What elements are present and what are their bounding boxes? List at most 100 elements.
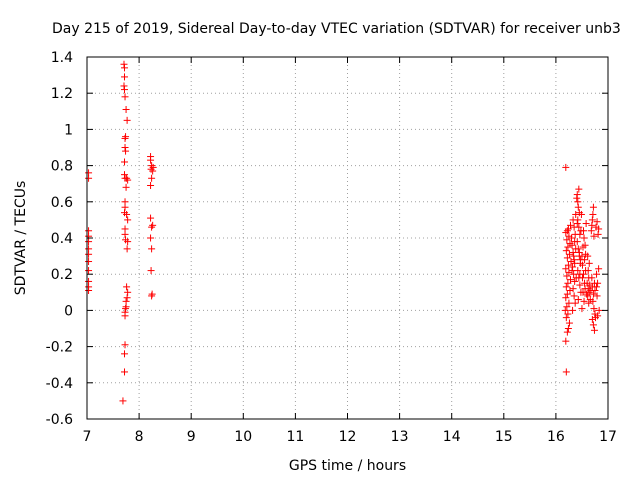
data-point — [565, 299, 573, 307]
y-tick-label: 0.8 — [51, 159, 73, 175]
y-tick-label: 0.4 — [51, 231, 73, 247]
data-point — [589, 203, 597, 211]
data-point — [574, 296, 582, 304]
data-point — [564, 279, 572, 287]
data-point — [571, 299, 579, 307]
data-point — [568, 241, 576, 249]
data-point — [563, 328, 571, 336]
data-point — [562, 368, 570, 376]
data-point — [569, 248, 577, 256]
data-point — [564, 261, 572, 269]
data-point — [121, 134, 129, 142]
data-point — [584, 252, 592, 260]
data-point — [567, 258, 575, 266]
data-point — [581, 256, 589, 264]
data-point — [120, 60, 128, 68]
data-point — [582, 220, 590, 228]
x-tick-label: 14 — [443, 429, 461, 445]
data-point — [585, 259, 593, 267]
data-point — [121, 64, 129, 72]
data-point — [563, 227, 571, 235]
data-point — [584, 267, 592, 275]
data-point — [590, 232, 598, 240]
data-point — [147, 156, 155, 164]
y-tick-label: 0.6 — [51, 195, 73, 211]
data-point — [123, 283, 131, 291]
data-point — [122, 183, 130, 191]
data-point — [585, 299, 593, 307]
data-point — [565, 319, 573, 327]
data-point — [578, 261, 586, 269]
y-axis-label: SDTVAR / TECUs — [13, 181, 29, 296]
data-point — [122, 133, 130, 141]
data-point — [148, 174, 156, 182]
data-point — [85, 174, 93, 182]
data-point — [564, 243, 572, 251]
data-point — [121, 86, 129, 94]
data-point — [595, 225, 603, 233]
data-point — [570, 256, 578, 264]
data-point — [579, 288, 587, 296]
data-point — [576, 230, 584, 238]
data-point — [584, 292, 592, 300]
data-point — [149, 167, 157, 175]
data-point — [594, 312, 602, 320]
data-point — [122, 105, 130, 113]
data-point — [85, 267, 93, 275]
data-point — [563, 290, 571, 298]
data-points — [85, 60, 603, 405]
data-point — [589, 210, 597, 218]
data-point — [147, 234, 155, 242]
data-point — [566, 286, 574, 294]
data-point — [565, 250, 573, 258]
x-tick-label: 17 — [599, 429, 617, 445]
data-point — [570, 270, 578, 278]
data-point — [568, 234, 576, 242]
data-point — [595, 306, 603, 314]
y-tick-label: -0.6 — [46, 412, 73, 428]
data-point — [122, 147, 130, 155]
data-point — [561, 306, 569, 314]
data-point — [574, 267, 582, 275]
x-axis-label: GPS time / hours — [289, 458, 406, 474]
x-tick-label: 11 — [286, 429, 304, 445]
data-point — [580, 227, 588, 235]
data-point — [578, 274, 586, 282]
data-point — [124, 288, 132, 296]
data-point — [121, 203, 129, 211]
data-point — [148, 223, 156, 231]
data-point — [562, 163, 570, 171]
data-point — [569, 285, 577, 293]
data-point — [562, 283, 570, 291]
data-point — [121, 93, 129, 101]
data-point — [589, 321, 597, 329]
data-point — [121, 73, 129, 81]
data-point — [121, 312, 129, 320]
data-point — [148, 162, 156, 170]
x-tick-label: 7 — [83, 429, 92, 445]
data-point — [573, 194, 581, 202]
data-point — [121, 350, 129, 358]
y-tick-label: 1 — [64, 122, 73, 138]
data-point — [575, 185, 583, 193]
data-point — [589, 290, 597, 298]
x-tick-label: 10 — [234, 429, 252, 445]
y-tick-label: 0.2 — [51, 267, 73, 283]
plot-border — [86, 56, 609, 420]
data-point — [85, 286, 93, 294]
chart-title: Day 215 of 2019, Sidereal Day-to-day VTE… — [52, 21, 621, 37]
grid-lines — [87, 57, 608, 419]
data-point — [580, 234, 588, 242]
data-point — [123, 210, 131, 218]
data-point — [591, 286, 599, 294]
data-point — [149, 221, 157, 229]
data-point — [564, 325, 572, 332]
data-point — [121, 144, 129, 151]
data-point — [580, 297, 588, 305]
data-point — [148, 292, 156, 300]
data-point — [148, 290, 156, 298]
data-point — [587, 227, 595, 235]
data-point — [119, 397, 127, 405]
data-point — [562, 337, 570, 345]
